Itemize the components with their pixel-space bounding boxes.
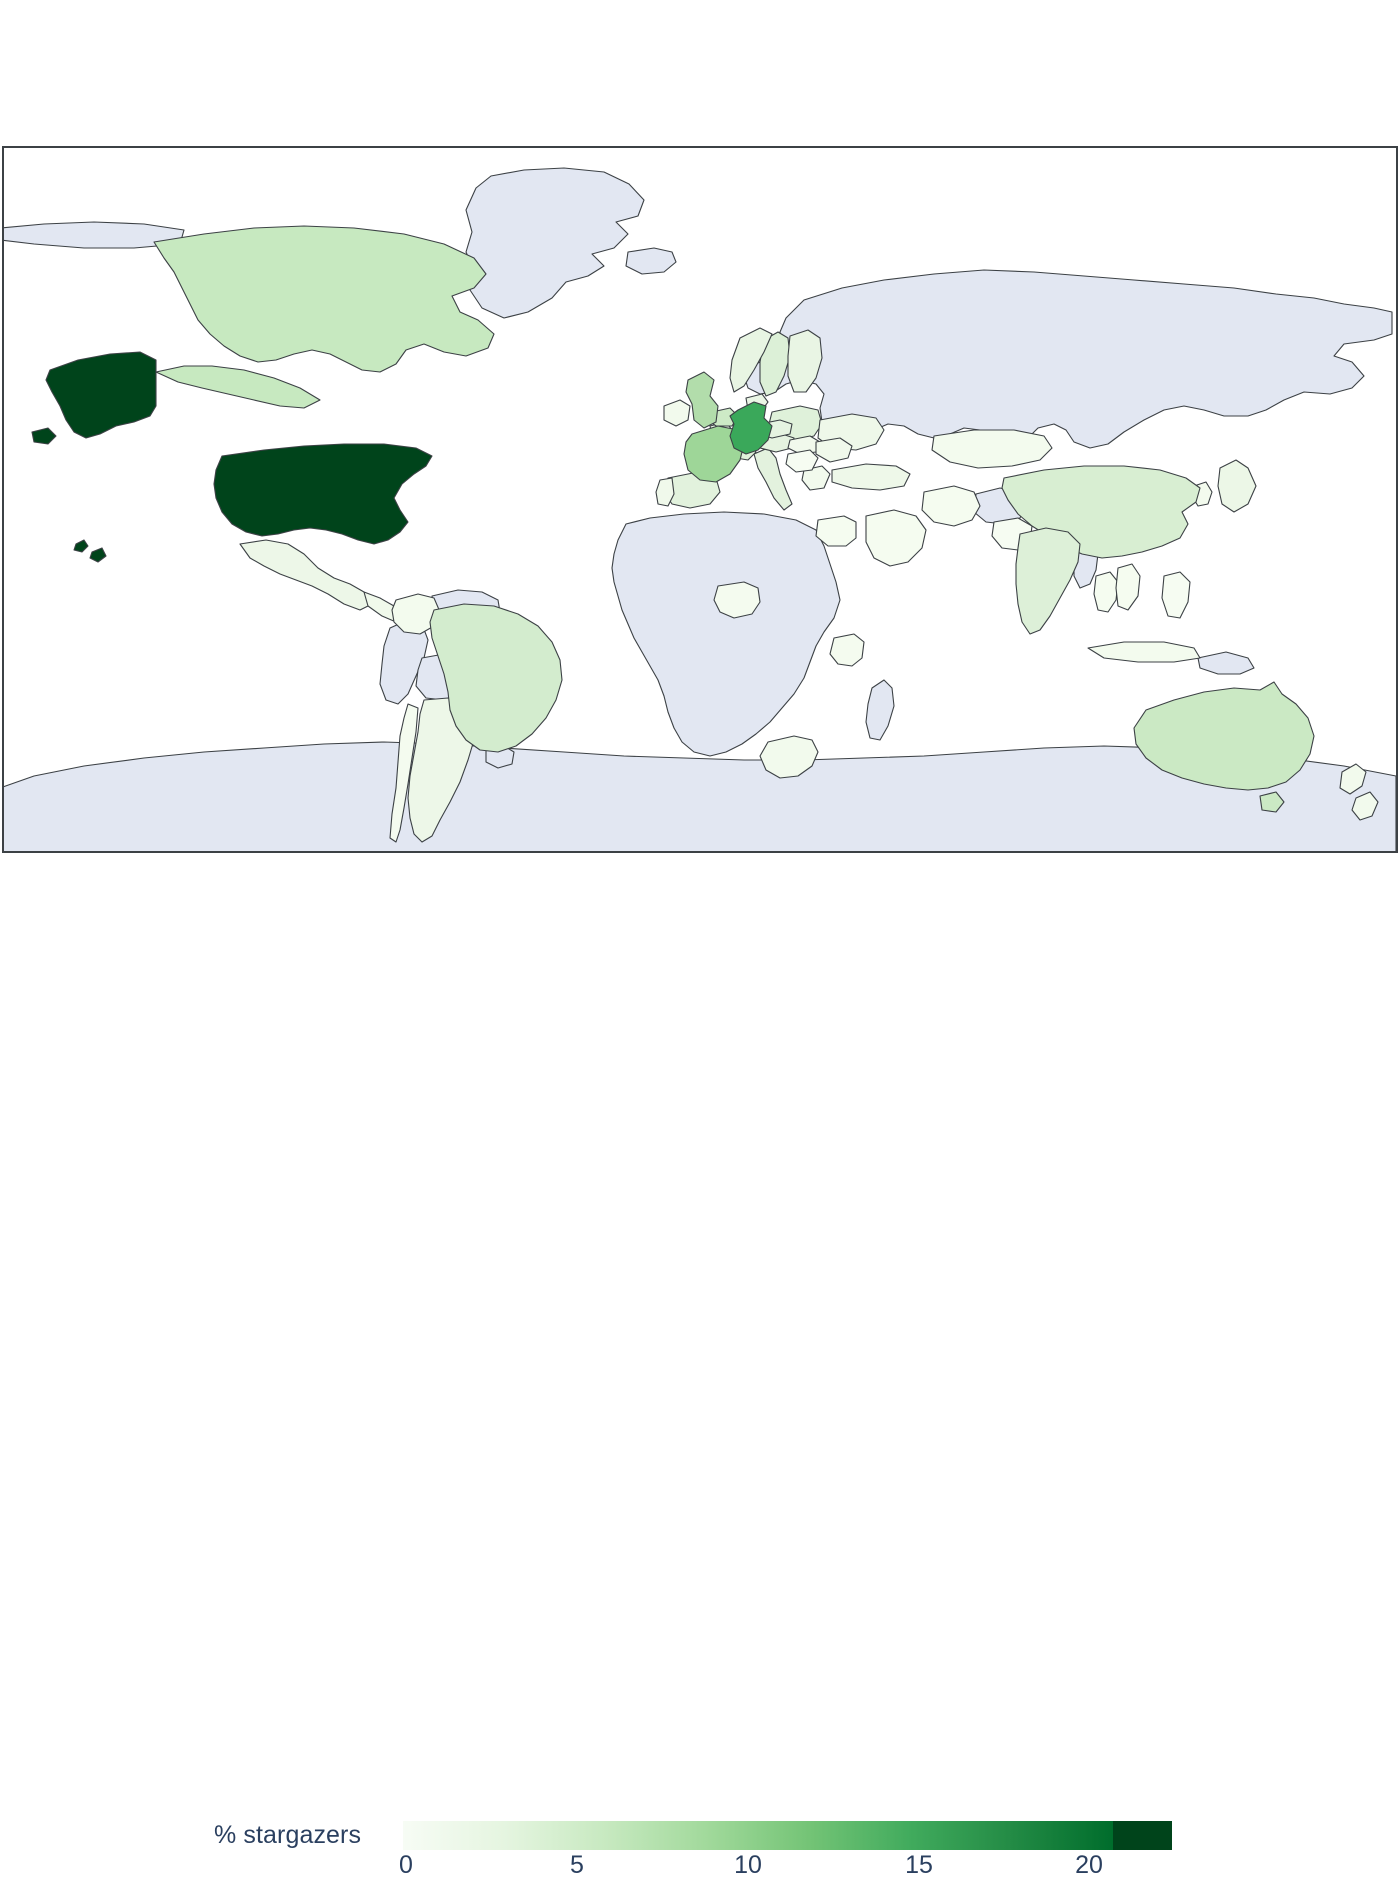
- colorbar-tick-4: 20: [1075, 1851, 1103, 1879]
- country-united-states-alaska[interactable]: [31, 351, 157, 445]
- country-indonesia[interactable]: [1087, 641, 1201, 663]
- country-russia[interactable]: [743, 269, 1393, 449]
- colorbar-gradient: [403, 1821, 1113, 1850]
- country-saudi-arabia[interactable]: [865, 509, 927, 567]
- country-africa-block[interactable]: [611, 511, 841, 757]
- country-united-kingdom[interactable]: [685, 371, 719, 429]
- country-canada[interactable]: [153, 225, 495, 409]
- country-thailand[interactable]: [1093, 571, 1119, 613]
- country-portugal[interactable]: [655, 477, 675, 507]
- country-india[interactable]: [1015, 527, 1081, 635]
- countries-max: [31, 351, 433, 563]
- country-romania[interactable]: [815, 437, 853, 463]
- country-south-africa[interactable]: [759, 735, 819, 779]
- country-new-zealand[interactable]: [1339, 763, 1379, 821]
- country-vietnam[interactable]: [1115, 563, 1141, 611]
- country-iran[interactable]: [921, 485, 981, 527]
- colorbar-tick-2: 10: [734, 1851, 762, 1879]
- country-mexico[interactable]: [239, 539, 373, 611]
- countries-low: [239, 429, 1379, 843]
- country-kazakhstan[interactable]: [931, 429, 1053, 469]
- country-brazil[interactable]: [429, 603, 563, 753]
- country-kenya[interactable]: [829, 633, 865, 667]
- colorbar-tick-0: 0: [399, 1851, 413, 1879]
- country-italy[interactable]: [753, 447, 793, 511]
- country-greece[interactable]: [801, 465, 831, 491]
- world-map[interactable]: [2, 146, 1398, 853]
- colorbar-tick-3: 15: [905, 1851, 933, 1879]
- map-canvas[interactable]: [4, 148, 1396, 851]
- country-australia[interactable]: [1133, 681, 1315, 813]
- country-norway[interactable]: [729, 327, 773, 393]
- country-greenland[interactable]: [465, 167, 645, 319]
- colorbar-ticks: 0 5 10 15 20: [0, 1851, 1400, 1891]
- colorbar[interactable]: [403, 1821, 1172, 1850]
- country-sweden[interactable]: [759, 331, 791, 397]
- country-chile[interactable]: [389, 703, 419, 843]
- country-germany[interactable]: [729, 401, 773, 455]
- country-serbia-balkans[interactable]: [785, 449, 819, 473]
- country-ireland[interactable]: [663, 399, 691, 427]
- countries-mid-light: [153, 225, 1315, 813]
- colorbar-tick-1: 5: [570, 1851, 584, 1879]
- countries-mid: [683, 371, 745, 483]
- colorbar-title: % stargazers: [214, 1821, 362, 1849]
- country-united-states-hawaii[interactable]: [73, 539, 107, 563]
- country-egypt[interactable]: [815, 515, 857, 547]
- country-papua-new-guinea[interactable]: [1197, 651, 1255, 675]
- country-japan[interactable]: [1217, 459, 1257, 513]
- country-iceland[interactable]: [625, 247, 677, 275]
- country-turkey[interactable]: [831, 463, 911, 491]
- colorbar-max-band: [1113, 1821, 1172, 1850]
- country-colombia[interactable]: [391, 593, 441, 635]
- country-madagascar[interactable]: [865, 679, 895, 741]
- choropleth-figure: % stargazers 0 5 10 15 20: [0, 146, 1400, 1879]
- country-united-states-mainland[interactable]: [213, 443, 433, 545]
- country-philippines[interactable]: [1161, 571, 1191, 619]
- countries-high: [729, 401, 773, 455]
- country-finland[interactable]: [787, 329, 823, 393]
- country-nigeria[interactable]: [713, 581, 761, 619]
- colorbar-legend: % stargazers 0 5 10 15 20: [0, 900, 1400, 1879]
